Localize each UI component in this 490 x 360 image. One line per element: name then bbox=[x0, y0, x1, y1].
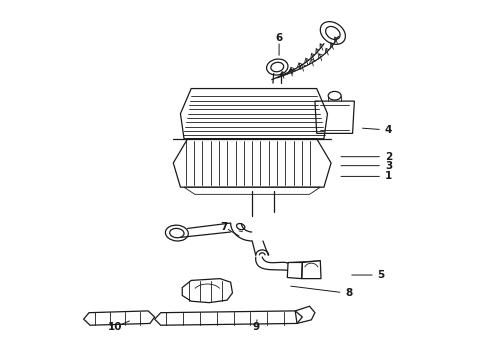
Text: 7: 7 bbox=[220, 222, 227, 231]
Text: 10: 10 bbox=[108, 322, 122, 332]
Text: 9: 9 bbox=[252, 322, 259, 332]
Text: 6: 6 bbox=[275, 33, 283, 43]
Text: 4: 4 bbox=[385, 125, 392, 135]
Text: 1: 1 bbox=[385, 171, 392, 181]
Text: 8: 8 bbox=[345, 288, 353, 298]
Text: 3: 3 bbox=[385, 161, 392, 171]
Text: 2: 2 bbox=[385, 152, 392, 162]
Text: 5: 5 bbox=[378, 270, 385, 280]
